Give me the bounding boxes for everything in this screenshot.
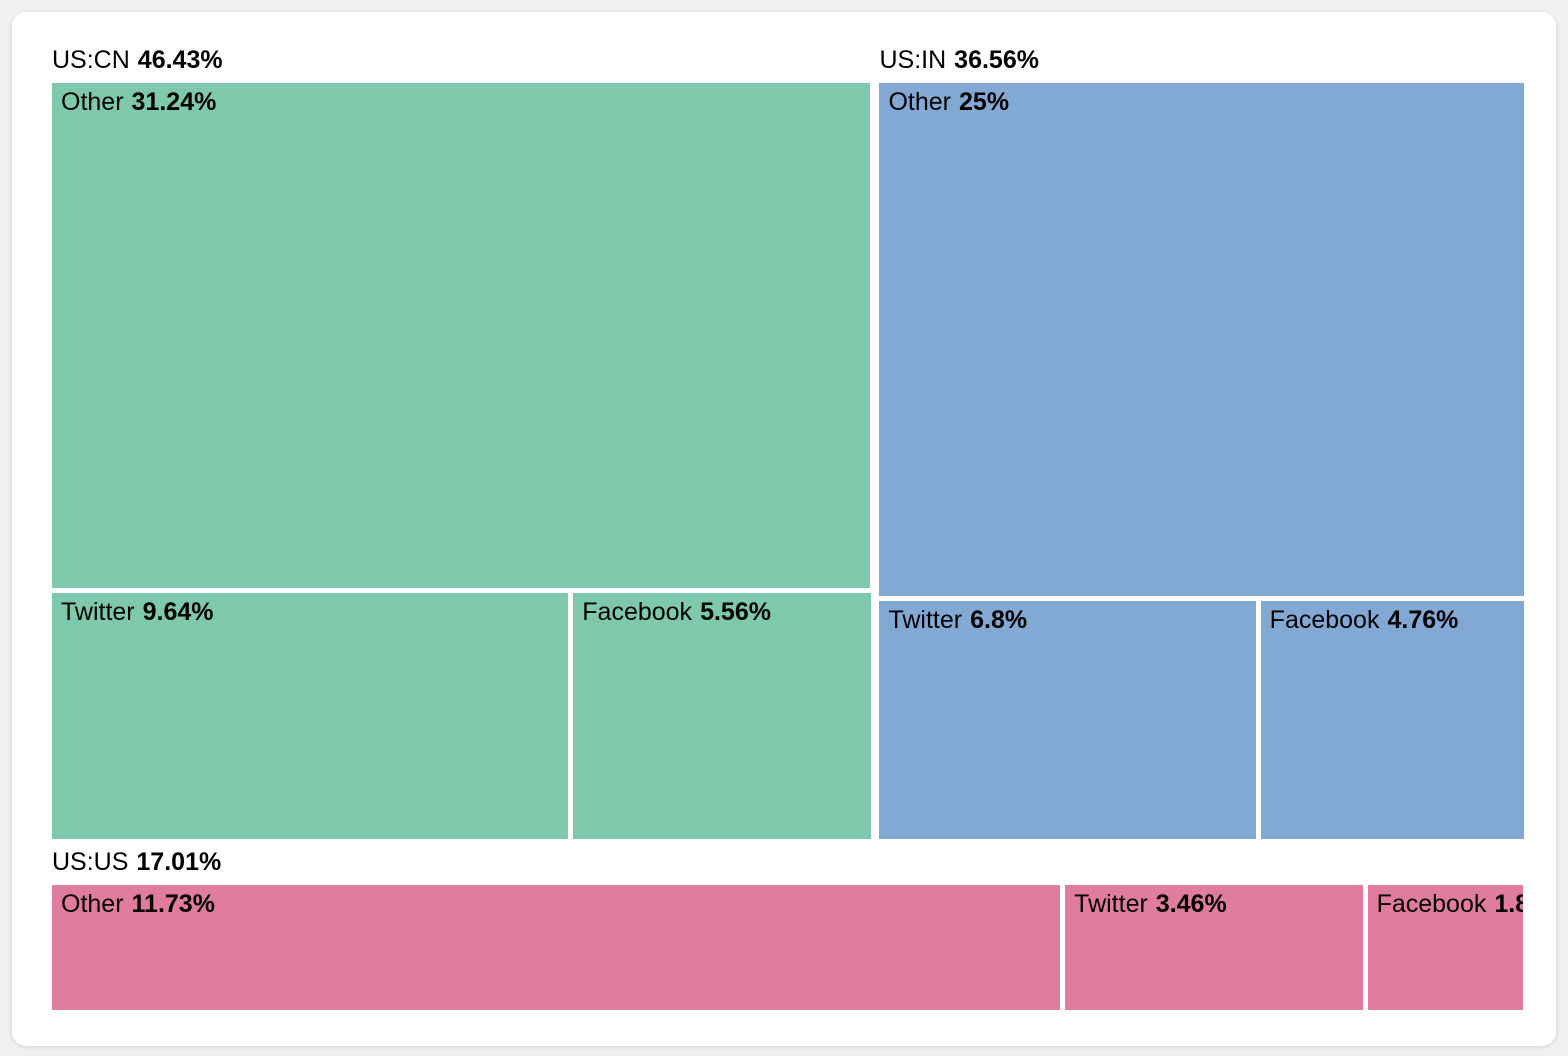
chart-card: US:CN 46.43% Other 31.24% Twitter 9.64% Facebo… <box>12 12 1556 1046</box>
cell-name-label: Other <box>888 88 952 116</box>
treemap-cell-us-cn-twitter[interactable]: Twitter 9.64% <box>52 593 569 839</box>
cell-value-label: 5.56% <box>700 598 771 626</box>
treemap-cell-us-cn-other[interactable]: Other 31.24% <box>52 83 871 588</box>
group-name-label: US:IN <box>879 46 947 74</box>
treemap-group-header-us-cn: US:CN 46.43% <box>52 46 870 83</box>
treemap-cell-us-in-twitter[interactable]: Twitter 6.8% <box>879 601 1256 839</box>
treemap-chart: US:CN 46.43% Other 31.24% Twitter 9.64% Facebo… <box>52 46 1524 1010</box>
cell-value-label: 9.64% <box>142 598 214 626</box>
cell-value-label: 4.76% <box>1387 606 1459 635</box>
treemap-cell-us-us-other[interactable]: Other 11.73% <box>52 884 1061 1010</box>
cell-name-label: Facebook <box>1269 606 1380 635</box>
cell-name-label: Facebook <box>582 598 693 626</box>
cell-name-label: Other <box>61 889 124 918</box>
treemap-cell-us-in-facebook[interactable]: Facebook 4.76% <box>1260 601 1524 839</box>
group-value-label: 46.43% <box>137 46 223 74</box>
cell-value-label: 11.73% <box>131 889 215 918</box>
treemap-cell-us-us-twitter[interactable]: Twitter 3.46% <box>1065 884 1363 1010</box>
cell-name-label: Twitter <box>888 606 963 635</box>
cell-name-label: Facebook <box>1376 889 1487 918</box>
cell-value-label: 6.8% <box>970 606 1028 635</box>
cell-name-label: Other <box>61 88 124 116</box>
cell-value-label: 3.46% <box>1155 889 1227 918</box>
cell-name-label: Twitter <box>61 598 135 626</box>
cell-value-label: 25% <box>959 88 1010 116</box>
treemap-group-header-us-in: US:IN 36.56% <box>879 46 1524 83</box>
cell-name-label: Twitter <box>1074 889 1148 918</box>
group-value-label: 17.01% <box>136 847 222 876</box>
group-value-label: 36.56% <box>954 46 1039 74</box>
cell-value-label: 31.24% <box>131 88 217 116</box>
treemap-cell-us-cn-facebook[interactable]: Facebook 5.56% <box>573 593 872 839</box>
cell-value-label: 1.81% <box>1494 889 1524 918</box>
group-name-label: US:US <box>52 847 129 876</box>
group-name-label: US:CN <box>52 46 130 74</box>
treemap-cell-us-in-other[interactable]: Other 25% <box>879 83 1524 597</box>
treemap-group-header-us-us: US:US 17.01% <box>52 848 1524 885</box>
